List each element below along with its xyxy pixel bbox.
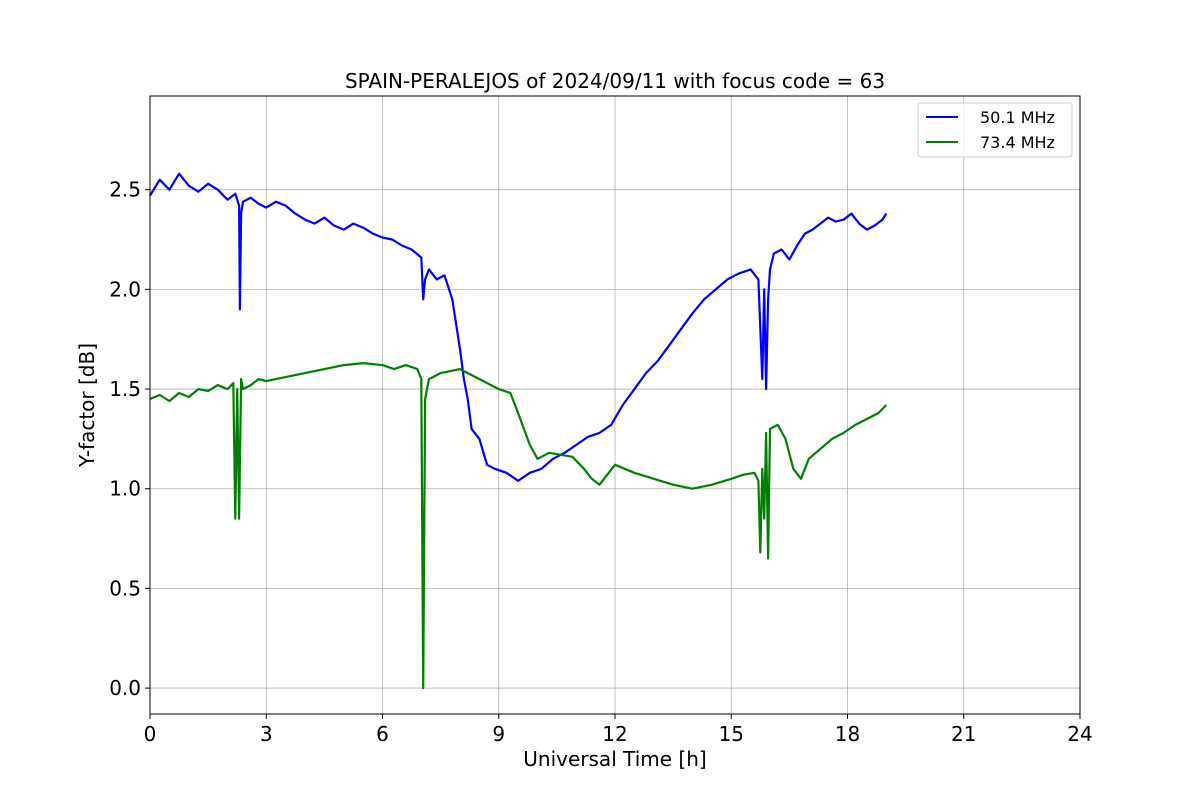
y-axis-label: Y-factor [dB]	[75, 343, 99, 468]
series-layer	[149, 172, 888, 690]
x-axis-label: Universal Time [h]	[523, 747, 706, 771]
x-tick-label: 18	[835, 722, 860, 746]
y-axis: 0.0 0.5 1.0 1.5 2.0 2.5	[109, 178, 150, 700]
y-tick-label: 1.5	[109, 377, 141, 401]
legend-label-50-1-mhz: 50.1 MHz	[980, 108, 1055, 127]
x-tick-label: 0	[144, 722, 157, 746]
x-tick-label: 12	[602, 722, 627, 746]
x-tick-label: 3	[260, 722, 273, 746]
x-axis: 0 3 6 9 12 15 18 21 24	[144, 714, 1093, 746]
y-tick-label: 0.5	[109, 576, 141, 600]
y-tick-label: 0.0	[109, 676, 141, 700]
x-tick-label: 24	[1067, 722, 1092, 746]
x-tick-label: 9	[492, 722, 505, 746]
x-tick-label: 15	[719, 722, 744, 746]
series-line-50-1-mhz	[149, 172, 888, 482]
chart-title: SPAIN-PERALEJOS of 2024/09/11 with focus…	[345, 69, 885, 93]
series-line-73-4-mhz	[149, 362, 888, 690]
legend-label-73-4-mhz: 73.4 MHz	[980, 133, 1055, 152]
legend: 50.1 MHz 73.4 MHz	[917, 102, 1073, 158]
x-tick-label: 21	[951, 722, 976, 746]
y-tick-label: 2.0	[109, 277, 141, 301]
y-tick-label: 2.5	[109, 178, 141, 202]
x-tick-label: 6	[376, 722, 389, 746]
grid	[149, 96, 1081, 714]
y-tick-label: 1.0	[109, 477, 141, 501]
